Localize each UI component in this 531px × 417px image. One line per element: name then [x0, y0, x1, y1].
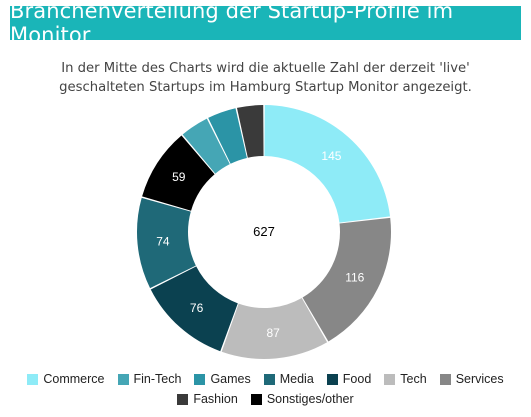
legend-item-services[interactable]: Services — [439, 372, 504, 386]
slice-sonstiges-other[interactable] — [142, 135, 215, 211]
legend-label: Games — [210, 372, 251, 386]
legend-swatch — [27, 373, 39, 385]
slice-commerce[interactable] — [264, 105, 391, 223]
legend-label: Commerce — [43, 372, 105, 386]
slice-games[interactable] — [208, 108, 247, 164]
slice-tech[interactable] — [221, 297, 328, 359]
slice-fashion[interactable] — [236, 105, 264, 158]
slice-food[interactable] — [150, 266, 238, 352]
chart-title-bar: Branchenverteilung der Startup-Profile i… — [10, 0, 521, 47]
donut-slice-labels: 145 116 87 76 74 59 — [156, 149, 364, 340]
donut-slices — [137, 105, 391, 359]
legend-label: Media — [279, 372, 314, 386]
legend-swatch — [439, 373, 451, 385]
legend-label: Tech — [400, 372, 427, 386]
legend-swatch — [263, 373, 275, 385]
legend-item-games[interactable]: Games — [194, 372, 251, 386]
chart-title: Branchenverteilung der Startup-Profile i… — [10, 0, 454, 47]
chart-description: In der Mitte des Charts wird die aktuell… — [59, 61, 472, 95]
legend-label: Food — [342, 372, 372, 386]
slice-fin-tech[interactable] — [182, 118, 230, 174]
legend-item-food[interactable]: Food — [326, 372, 372, 386]
legend-swatch — [177, 393, 189, 405]
slice-value-label: 87 — [266, 326, 280, 340]
legend-swatch — [384, 373, 396, 385]
legend-item-tech[interactable]: Tech — [384, 372, 427, 386]
donut-center-total: 627 — [253, 224, 275, 239]
legend-item-commerce[interactable]: Commerce — [27, 372, 105, 386]
legend-item-sonstiges-other[interactable]: Sonstiges/other — [250, 392, 354, 406]
slice-value-label: 74 — [156, 234, 170, 248]
legend-item-fin-tech[interactable]: Fin-Tech — [117, 372, 182, 386]
legend-swatch — [250, 393, 262, 405]
slice-value-label: 59 — [172, 170, 186, 184]
slice-value-label: 76 — [190, 301, 204, 315]
chart-legend: Commerce Fin-Tech Games Media Food Tech Servic… — [14, 372, 517, 406]
slice-value-label: 116 — [345, 270, 364, 284]
slice-media[interactable] — [137, 197, 196, 289]
legend-item-media[interactable]: Media — [263, 372, 314, 386]
legend-label: Fashion — [193, 392, 238, 406]
legend-label: Services — [455, 372, 504, 386]
slice-value-label: 145 — [321, 149, 341, 163]
legend-label: Sonstiges/other — [266, 392, 354, 406]
legend-swatch — [194, 373, 206, 385]
legend-item-fashion[interactable]: Fashion — [177, 392, 238, 406]
slice-services[interactable] — [302, 217, 391, 342]
legend-swatch — [117, 373, 129, 385]
legend-swatch — [326, 373, 338, 385]
legend-label: Fin-Tech — [133, 372, 182, 386]
